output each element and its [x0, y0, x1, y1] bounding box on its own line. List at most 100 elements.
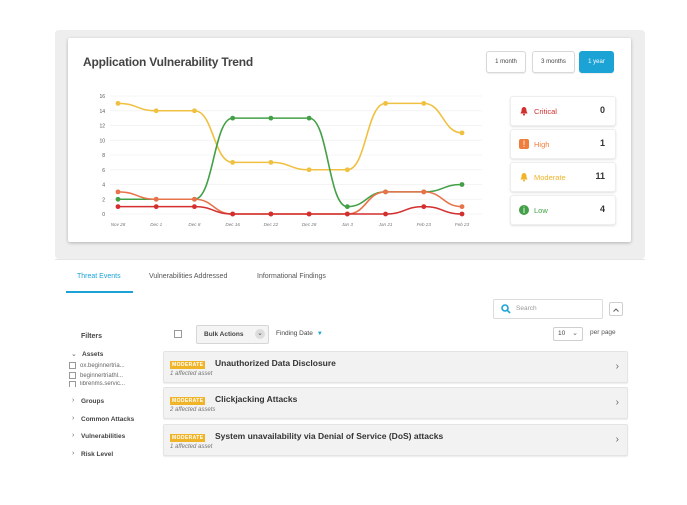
- filter-risk-level[interactable]: Risk Level: [81, 451, 114, 458]
- data-point-critical[interactable]: [268, 211, 274, 217]
- tab-informational-findings[interactable]: Informational Findings: [257, 273, 326, 280]
- y-tick-label: 4: [102, 183, 105, 189]
- range-1-year-button[interactable]: 1 year: [579, 51, 614, 73]
- checkbox[interactable]: [69, 362, 76, 369]
- data-point-high[interactable]: [192, 196, 197, 202]
- data-point-moderate[interactable]: [192, 108, 197, 114]
- x-tick-label: Jan 3: [341, 222, 354, 227]
- range-3-months-button[interactable]: 3 months: [532, 51, 575, 73]
- data-point-moderate[interactable]: [230, 159, 236, 165]
- tab-threat-events[interactable]: Threat Events: [77, 273, 121, 280]
- range-1-month-button[interactable]: 1 month: [486, 51, 526, 73]
- sort-finding-date[interactable]: Finding Date ▼: [276, 330, 323, 337]
- data-point-high[interactable]: [115, 189, 121, 195]
- finding-row[interactable]: MODERATE Unauthorized Data Disclosure 1 …: [163, 351, 628, 383]
- select-all-checkbox[interactable]: [174, 330, 182, 338]
- severity-low[interactable]: i Low 4: [510, 195, 616, 225]
- filter-assets[interactable]: Assets: [82, 351, 104, 358]
- data-point-low[interactable]: [344, 204, 350, 210]
- severity-badge: MODERATE: [170, 361, 206, 369]
- per-page-label: per page: [590, 329, 616, 336]
- data-point-low[interactable]: [459, 182, 465, 187]
- asset-option[interactable]: librenms.servic...: [69, 381, 125, 387]
- data-point-critical[interactable]: [230, 211, 236, 217]
- chevron-right-icon[interactable]: ›: [615, 434, 619, 445]
- search-input[interactable]: Search: [493, 299, 603, 319]
- chevron-down-icon: ⌄: [255, 329, 265, 339]
- severity-label: Low: [534, 206, 548, 215]
- asset-option[interactable]: ox.beginnertria...: [69, 362, 125, 369]
- chevron-right-icon[interactable]: ›: [72, 397, 75, 404]
- data-point-critical[interactable]: [344, 211, 350, 217]
- severity-count: 0: [599, 105, 605, 115]
- data-point-critical[interactable]: [459, 211, 465, 217]
- checkbox[interactable]: [69, 381, 76, 387]
- data-point-critical[interactable]: [306, 211, 312, 217]
- per-page-select[interactable]: 10 ⌄: [553, 327, 583, 341]
- filter-groups[interactable]: Groups: [81, 398, 105, 405]
- x-tick-label: Dec 16: [225, 222, 240, 227]
- finding-row[interactable]: MODERATE System unavailability via Denia…: [163, 424, 628, 456]
- severity-high[interactable]: ! High 1: [510, 129, 616, 159]
- tab-vulnerabilities-addressed[interactable]: Vulnerabilities Addressed: [149, 273, 228, 280]
- info-circle-icon: i: [519, 205, 529, 215]
- data-point-high[interactable]: [459, 204, 465, 210]
- data-point-moderate[interactable]: [306, 167, 312, 173]
- data-point-low[interactable]: [115, 196, 121, 202]
- chevron-down-icon[interactable]: ⌄: [71, 351, 77, 358]
- active-tab-indicator: [66, 291, 133, 293]
- filter-common-attacks[interactable]: Common Attacks: [81, 416, 135, 423]
- data-point-moderate[interactable]: [153, 108, 159, 114]
- x-tick-label: Dec 22: [264, 222, 279, 227]
- severity-count: 11: [595, 171, 605, 181]
- checkbox[interactable]: [69, 372, 76, 379]
- severity-label: Critical: [534, 107, 557, 116]
- alert-square-icon: !: [519, 139, 529, 149]
- y-tick-label: 10: [99, 138, 105, 144]
- severity-label: Moderate: [534, 173, 566, 182]
- asset-option[interactable]: beginnertriathl...: [69, 372, 123, 379]
- x-tick-label: Feb 23: [455, 222, 470, 227]
- search-icon: [501, 304, 511, 314]
- bulk-actions-button[interactable]: Bulk Actions ⌄: [196, 325, 269, 344]
- finding-title[interactable]: Unauthorized Data Disclosure: [215, 358, 336, 368]
- data-point-high[interactable]: [421, 189, 427, 195]
- filters-title: Filters: [81, 333, 103, 340]
- data-point-moderate[interactable]: [421, 100, 427, 106]
- chevron-right-icon[interactable]: ›: [615, 361, 619, 372]
- data-point-critical[interactable]: [421, 204, 427, 210]
- data-point-moderate[interactable]: [344, 167, 350, 173]
- data-point-moderate[interactable]: [383, 100, 388, 106]
- chevron-right-icon[interactable]: ›: [615, 397, 619, 408]
- chevron-up-icon: [613, 308, 619, 312]
- finding-row[interactable]: MODERATE Clickjacking Attacks 2 affected…: [163, 387, 628, 419]
- data-point-high[interactable]: [153, 196, 159, 202]
- severity-moderate[interactable]: Moderate 11: [510, 162, 616, 192]
- data-point-low[interactable]: [306, 115, 312, 121]
- data-point-critical[interactable]: [153, 204, 159, 210]
- collapse-button[interactable]: [609, 302, 623, 316]
- finding-title[interactable]: System unavailability via Denial of Serv…: [215, 431, 444, 441]
- chevron-right-icon[interactable]: ›: [72, 415, 75, 422]
- y-tick-label: 2: [102, 197, 105, 203]
- filter-vulnerabilities[interactable]: Vulnerabilities: [81, 433, 126, 440]
- chevron-right-icon[interactable]: ›: [72, 450, 75, 457]
- data-point-critical[interactable]: [115, 204, 121, 210]
- data-point-moderate[interactable]: [268, 159, 274, 165]
- data-point-high[interactable]: [383, 189, 388, 195]
- bell-icon: [519, 106, 529, 116]
- trend-line-chart: 0 2 4 6 8 10 12 14 16 Nov 28 Dec 1 Dec 8 Dec 16 Dec 2…: [99, 94, 482, 227]
- severity-critical[interactable]: Critical 0: [510, 96, 616, 126]
- search-placeholder: Search: [516, 305, 537, 312]
- y-tick-label: 12: [99, 124, 105, 130]
- chevron-right-icon[interactable]: ›: [72, 432, 75, 439]
- data-point-low[interactable]: [268, 115, 274, 121]
- data-point-critical[interactable]: [192, 204, 197, 210]
- finding-title[interactable]: Clickjacking Attacks: [215, 394, 298, 404]
- data-point-low[interactable]: [230, 115, 236, 121]
- data-point-moderate[interactable]: [115, 100, 121, 106]
- data-point-moderate[interactable]: [459, 130, 465, 136]
- y-tick-label: 8: [102, 153, 105, 159]
- series-line-critical: [118, 205, 463, 215]
- data-point-critical[interactable]: [383, 211, 388, 217]
